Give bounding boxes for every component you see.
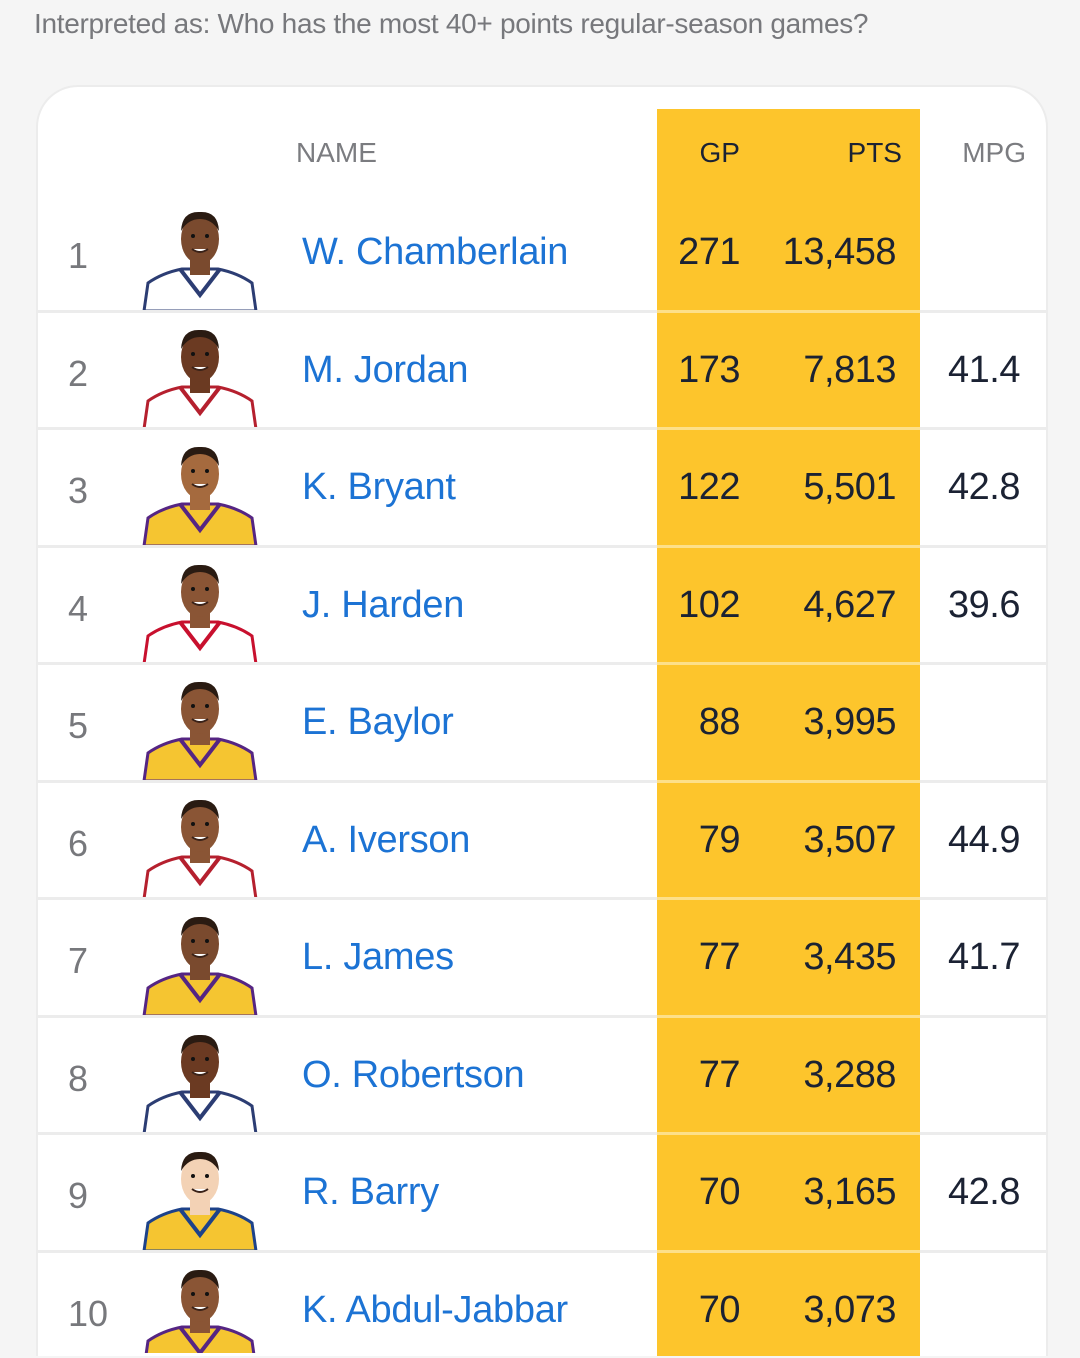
leaderboard-table: NAME GP PTS MPG 1 W. Chamberlain 271 13,… xyxy=(36,85,1048,1356)
player-name-link[interactable]: K. Abdul-Jabbar xyxy=(302,1288,568,1331)
table-row[interactable]: 7 L. James 77 3,435 41.7 xyxy=(38,900,1046,1018)
column-header-mpg[interactable]: MPG xyxy=(962,137,1026,168)
player-name-link[interactable]: M. Jordan xyxy=(302,348,469,391)
rank: 7 xyxy=(68,940,89,981)
row-divider xyxy=(38,897,1046,900)
rank: 5 xyxy=(68,705,89,746)
table-row[interactable]: 6 A. Iverson 79 3,507 44.9 xyxy=(38,783,1046,900)
player-name-link[interactable]: K. Bryant xyxy=(302,466,456,508)
player-avatar-icon xyxy=(142,329,258,429)
minutes-per-game: 41.4 xyxy=(948,348,1020,391)
points: 5,501 xyxy=(803,466,896,508)
games-played: 70 xyxy=(698,1288,741,1331)
table-row[interactable]: 4 J. Harden 102 4,627 39.6 xyxy=(38,548,1046,665)
player-name-link[interactable]: E. Baylor xyxy=(302,701,454,743)
points: 13,458 xyxy=(782,231,897,273)
player-avatar-icon xyxy=(144,1269,256,1353)
games-played: 88 xyxy=(698,701,741,743)
table-row[interactable]: 1 W. Chamberlain 271 13,458 xyxy=(38,195,1046,313)
row-divider xyxy=(38,427,1046,430)
table-row[interactable]: 10 K. Abdul-Jabbar 70 3,073 xyxy=(38,1253,1046,1353)
row-divider xyxy=(38,1249,1046,1253)
rank: 9 xyxy=(68,1175,89,1216)
points: 3,165 xyxy=(803,1171,896,1213)
row-divider xyxy=(38,544,1046,548)
rank: 3 xyxy=(68,470,89,511)
column-header-pts[interactable]: PTS xyxy=(847,137,902,168)
rank: 6 xyxy=(68,822,89,864)
points: 3,435 xyxy=(803,936,896,978)
rank: 10 xyxy=(68,1292,109,1334)
games-played: 102 xyxy=(678,583,740,626)
player-avatar-icon xyxy=(142,211,258,311)
column-header-gp[interactable]: GP xyxy=(699,137,740,168)
player-avatar-icon xyxy=(142,564,258,664)
points: 3,073 xyxy=(803,1288,896,1331)
games-played: 77 xyxy=(698,936,741,978)
points: 3,288 xyxy=(803,1053,896,1096)
row-divider xyxy=(38,1132,1046,1135)
row-divider xyxy=(38,309,1046,313)
games-played: 271 xyxy=(678,231,740,273)
highlighted-columns xyxy=(657,109,920,1356)
player-name-link[interactable]: O. Robertson xyxy=(302,1053,525,1096)
points: 3,507 xyxy=(803,818,896,861)
player-name-link[interactable]: L. James xyxy=(302,936,454,978)
table-row[interactable]: 2 M. Jordan 173 7,813 41.4 xyxy=(38,313,1046,430)
row-divider xyxy=(38,1014,1046,1018)
rank: 2 xyxy=(68,352,89,394)
table-row[interactable]: 9 R. Barry 70 3,165 42.8 xyxy=(38,1135,1046,1253)
player-avatar-icon xyxy=(142,799,258,899)
player-avatar-icon xyxy=(142,1034,258,1134)
games-played: 122 xyxy=(678,466,740,508)
games-played: 79 xyxy=(698,818,741,861)
rank: 1 xyxy=(68,235,89,276)
table-row[interactable]: 8 O. Robertson 77 3,288 xyxy=(38,1018,1046,1135)
rank: 8 xyxy=(68,1057,89,1099)
rank: 4 xyxy=(68,587,89,629)
minutes-per-game: 44.9 xyxy=(948,818,1020,861)
games-played: 173 xyxy=(678,348,740,391)
minutes-per-game: 41.7 xyxy=(948,936,1020,978)
points: 7,813 xyxy=(803,348,896,391)
points: 3,995 xyxy=(803,701,896,743)
row-divider xyxy=(38,662,1046,665)
player-name-link[interactable]: A. Iverson xyxy=(302,818,471,861)
table-row[interactable]: 3 K. Bryant 122 5,501 42.8 xyxy=(38,430,1046,548)
column-header-name[interactable]: NAME xyxy=(296,137,377,168)
player-avatar-icon xyxy=(142,916,258,1016)
games-played: 70 xyxy=(698,1171,741,1213)
minutes-per-game: 42.8 xyxy=(948,1171,1020,1213)
interpretation-text: Interpreted as: Who has the most 40+ poi… xyxy=(34,8,869,39)
player-avatar-icon xyxy=(142,681,258,781)
player-avatar-icon xyxy=(142,446,258,546)
player-name-link[interactable]: W. Chamberlain xyxy=(302,231,569,273)
minutes-per-game: 42.8 xyxy=(948,466,1020,508)
player-name-link[interactable]: R. Barry xyxy=(302,1171,439,1213)
row-divider xyxy=(38,779,1046,783)
player-name-link[interactable]: J. Harden xyxy=(302,583,465,626)
games-played: 77 xyxy=(698,1053,741,1096)
table-row[interactable]: 5 E. Baylor 88 3,995 xyxy=(38,665,1046,783)
player-avatar-icon xyxy=(142,1151,258,1251)
points: 4,627 xyxy=(803,583,896,626)
minutes-per-game: 39.6 xyxy=(948,583,1020,626)
